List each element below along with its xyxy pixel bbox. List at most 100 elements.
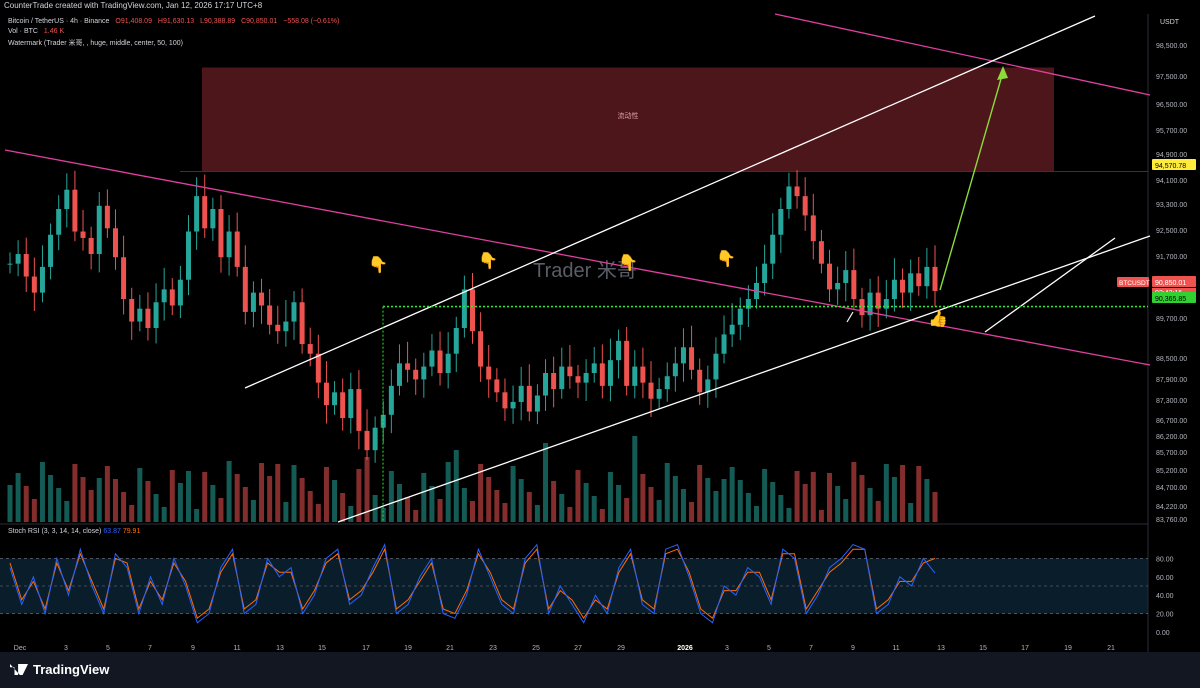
candle-body — [551, 373, 557, 390]
candle-body — [364, 430, 370, 451]
volume-bar — [267, 476, 273, 522]
watermark-legend[interactable]: Watermark (Trader 米哥, , huge, middle, ce… — [8, 38, 187, 48]
volume-bar — [924, 479, 930, 522]
candle-body — [129, 299, 135, 322]
volume-bar — [867, 488, 873, 522]
footer-bar: TradingView — [0, 652, 1200, 688]
candle-body — [218, 209, 224, 258]
candle-body — [72, 189, 78, 232]
candle-body — [599, 363, 605, 386]
volume-bar — [810, 472, 816, 522]
price-axis-label: 86,700.00 — [1156, 418, 1187, 425]
tradingview-logo[interactable]: TradingView — [10, 662, 109, 677]
time-axis-label: 2026 — [677, 645, 693, 652]
price-axis-label: 91,700.00 — [1156, 254, 1187, 261]
time-axis-label: 7 — [809, 645, 813, 652]
volume-bar — [851, 462, 857, 522]
volume-bar — [226, 461, 232, 522]
volume-bar — [786, 508, 792, 522]
candle-body — [112, 228, 118, 258]
time-axis-label: 5 — [767, 645, 771, 652]
time-axis-label: 15 — [979, 645, 987, 652]
ohlc-close: C90,850.01 — [241, 18, 278, 25]
candle-body — [380, 414, 386, 428]
rsi-axis-label: 0.00 — [1156, 630, 1170, 637]
candle-body — [31, 276, 37, 293]
candle-body — [607, 360, 613, 386]
price-axis-label: 86,200.00 — [1156, 434, 1187, 441]
candle-body — [624, 340, 630, 386]
volume-bar — [15, 473, 21, 522]
top-bar: CounterTrade created with TradingView.co… — [0, 0, 1200, 14]
candle-body — [900, 279, 906, 293]
candle-body — [445, 353, 451, 374]
volume-bar — [818, 510, 824, 522]
price-axis-label: 85,700.00 — [1156, 450, 1187, 457]
volume-bar — [729, 467, 735, 522]
symbol-tag: BTCUSDT — [1119, 280, 1150, 287]
liquidity-price-tag-bg — [1152, 159, 1196, 170]
volume-bar — [672, 476, 678, 522]
candle-body — [526, 385, 532, 412]
price-axis-label: 92,500.00 — [1156, 228, 1187, 235]
price-axis-label: 93,300.00 — [1156, 202, 1187, 209]
thumbs-up-icon: 👍 — [928, 309, 948, 328]
candle-body — [689, 347, 695, 370]
time-axis-label: 19 — [1064, 645, 1072, 652]
descending-channel-upper — [4, 149, 1151, 366]
volume-bar — [429, 486, 435, 522]
volume-bar — [437, 499, 443, 522]
volume-bar — [364, 457, 370, 522]
volume-bar — [567, 507, 573, 522]
support-price-tag: 90,365.85 — [1155, 296, 1186, 303]
last-price-tag: 90,850.01 — [1155, 280, 1186, 287]
volume-bar — [210, 485, 216, 522]
volume-bar — [770, 482, 776, 522]
rsi-axis-label: 60.00 — [1156, 575, 1174, 582]
last-price-tag-bg — [1152, 276, 1196, 287]
volume-bar — [388, 471, 394, 522]
candle-body — [664, 376, 670, 390]
candle-body — [486, 366, 492, 380]
volume-bar — [697, 465, 703, 522]
candle-body — [591, 363, 597, 374]
time-axis-label: 13 — [276, 645, 284, 652]
volume-bar — [916, 466, 922, 522]
stoch-rsi-k-line — [9, 543, 936, 624]
candle-body — [259, 292, 265, 306]
candle-body — [356, 389, 362, 431]
volume-bar — [875, 501, 881, 522]
candle-body — [23, 254, 29, 277]
volume-bar — [96, 478, 102, 522]
volume-bar — [332, 480, 338, 522]
volume-bar — [794, 471, 800, 522]
stoch-rsi-legend[interactable]: Stoch RSI (3, 3, 14, 14, close) 63.87 79… — [8, 528, 140, 535]
volume-bar — [283, 502, 289, 522]
time-axis-label: 23 — [489, 645, 497, 652]
volume-bar — [737, 480, 743, 522]
volume-bar — [177, 483, 183, 522]
volume-bar — [80, 477, 86, 522]
candle-body — [194, 196, 200, 232]
volume-label[interactable]: Vol · BTC — [8, 28, 38, 35]
volume-bar — [705, 478, 711, 522]
candle-body — [802, 196, 808, 216]
ohlc-high: H91,630.13 — [157, 18, 195, 25]
time-axis-label: Dec — [14, 645, 27, 652]
volume-bar — [583, 483, 589, 522]
volume-bar — [72, 464, 78, 522]
rsi-axis-label: 20.00 — [1156, 612, 1174, 619]
candle-body — [891, 279, 897, 300]
price-axis-label: 85,200.00 — [1156, 468, 1187, 475]
volume-bar — [259, 463, 265, 522]
time-axis-label: 27 — [574, 645, 582, 652]
volume-bar — [234, 474, 240, 522]
candle-body — [543, 373, 549, 396]
candle-body — [396, 363, 402, 386]
candle-body — [470, 289, 475, 332]
symbol-title[interactable]: Bitcoin / TetherUS · 4h · Binance — [8, 18, 110, 25]
candle-body — [388, 385, 394, 415]
candle-body — [88, 237, 94, 255]
volume-bar — [348, 506, 354, 522]
